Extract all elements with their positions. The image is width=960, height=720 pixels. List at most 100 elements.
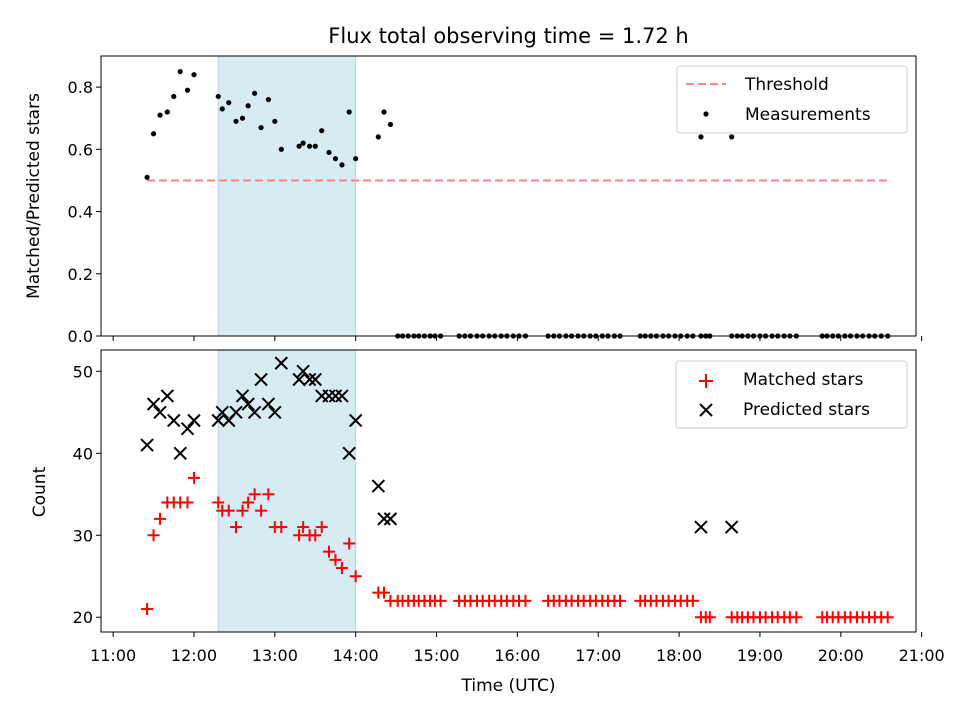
predicted-star-point xyxy=(235,389,250,403)
measurement-point xyxy=(319,128,325,134)
matched-star-point xyxy=(293,529,306,542)
top-panel: 0.0 0.2 0.4 0.6 0.8 Flux total observing tim… xyxy=(24,24,923,346)
measurement-point xyxy=(233,118,239,124)
matched-star-point xyxy=(255,504,268,517)
measurement-point xyxy=(729,134,735,140)
measurement-point xyxy=(171,93,177,100)
predicted-star-point xyxy=(229,405,243,420)
x-tick-label: 17:00 xyxy=(575,646,621,665)
y-tick-label: 0.8 xyxy=(68,78,93,97)
measurement-point xyxy=(215,93,221,100)
bottom-y-axis-label: Count xyxy=(30,466,50,517)
bottom-legend: Matched stars Predicted stars xyxy=(675,360,908,429)
predicted-star-point xyxy=(268,405,282,420)
matched-star-point xyxy=(236,504,249,517)
predicted-star-point xyxy=(308,372,322,387)
measurement-point xyxy=(326,149,332,156)
matched-star-point xyxy=(275,521,288,534)
measurement-point xyxy=(307,143,313,149)
top-y-ticks: 0.0 0.2 0.4 0.6 0.8 xyxy=(68,78,101,346)
matched-star-point xyxy=(187,471,200,484)
matched-star-point xyxy=(519,594,532,607)
y-tick-label: 0.6 xyxy=(68,140,93,159)
predicted-star-point xyxy=(292,372,306,387)
legend-measurements-label: Measurements xyxy=(745,105,871,125)
measurement-point xyxy=(300,140,306,146)
predicted-star-point xyxy=(146,397,161,411)
matched-star-point xyxy=(703,611,716,624)
y-tick-label: 0.0 xyxy=(68,327,93,346)
bottom-axes-frame xyxy=(100,349,917,633)
matched-star-point xyxy=(377,586,390,599)
measurement-point xyxy=(239,115,246,121)
bottom-legend-box xyxy=(675,360,908,429)
measurement-point xyxy=(278,146,284,152)
y-tick-label: 20 xyxy=(73,608,93,627)
predicted-star-point xyxy=(322,389,336,403)
predicted-star-point xyxy=(254,372,268,387)
predicted-star-point xyxy=(167,413,181,428)
measurement-point xyxy=(339,162,345,168)
x-tick-label: 15:00 xyxy=(413,646,459,665)
matched-star-point xyxy=(335,562,348,575)
predicted-star-point xyxy=(377,512,391,526)
measurement-point xyxy=(144,174,150,180)
x-tick-label: 16:00 xyxy=(494,646,540,665)
legend-predicted-swatch xyxy=(699,403,713,417)
top-chart-title: Flux total observing time = 1.72 h xyxy=(328,24,688,48)
matched-star-point xyxy=(686,594,699,607)
measurement-point xyxy=(226,100,232,106)
predicted-star-point xyxy=(274,356,289,370)
matched-star-point xyxy=(323,545,336,558)
measurement-point xyxy=(245,103,251,109)
bottom-x-ticks: 11:00 12:00 13:00 14:00 15:00 16:00 17:00 18:00… xyxy=(90,632,945,665)
matched-star-point xyxy=(222,504,235,517)
y-tick-label: 0.2 xyxy=(68,265,93,284)
measurement-point xyxy=(184,87,191,93)
predicted-star-point xyxy=(140,438,154,452)
top-legend: Threshold Measurements xyxy=(676,65,908,134)
predicted-star-point xyxy=(342,446,356,460)
matched-star-point xyxy=(309,529,322,542)
matched-star-point xyxy=(434,594,447,607)
bottom-y-ticks: 20 30 40 50 xyxy=(73,362,101,627)
measurement-point xyxy=(258,124,264,131)
top-y-axis-label: Matched/Predicted stars xyxy=(24,93,44,299)
measurement-point xyxy=(191,72,197,78)
measurement-point xyxy=(164,109,170,115)
measurement-point xyxy=(375,134,381,140)
x-axis-label: Time (UTC) xyxy=(461,676,556,696)
matched-star-point xyxy=(881,611,894,624)
top-axes-frame xyxy=(100,55,917,337)
measurement-point xyxy=(353,156,359,162)
x-tick-label: 12:00 xyxy=(171,646,217,665)
y-tick-label: 30 xyxy=(73,526,93,545)
x-tick-label: 21:00 xyxy=(899,646,945,665)
measurement-point xyxy=(312,143,318,149)
matched-star-point xyxy=(242,496,255,509)
matched-star-point xyxy=(141,603,154,616)
predicted-star-point xyxy=(215,405,229,420)
matched-star-point xyxy=(343,537,356,550)
matched-star-point xyxy=(248,488,261,501)
x-tick-label: 20:00 xyxy=(818,646,864,665)
top-x-ticks xyxy=(112,336,923,341)
measurement-point xyxy=(346,109,352,115)
predicted-star-point xyxy=(153,405,167,420)
x-tick-label: 19:00 xyxy=(737,646,783,665)
matched-star-point xyxy=(315,521,328,534)
predicted-star-point xyxy=(296,364,310,379)
legend-matched-swatch xyxy=(699,374,713,388)
measurement-point xyxy=(252,90,258,96)
x-tick-label: 14:00 xyxy=(333,646,379,665)
measurement-point xyxy=(698,134,704,140)
predicted-star-point xyxy=(371,479,386,493)
matched-star-point xyxy=(790,611,803,624)
measurement-point xyxy=(177,68,183,75)
x-tick-label: 11:00 xyxy=(90,646,136,665)
legend-measurements-swatch xyxy=(703,111,709,117)
legend-threshold-label: Threshold xyxy=(744,75,829,95)
predicted-star-point xyxy=(335,389,349,403)
